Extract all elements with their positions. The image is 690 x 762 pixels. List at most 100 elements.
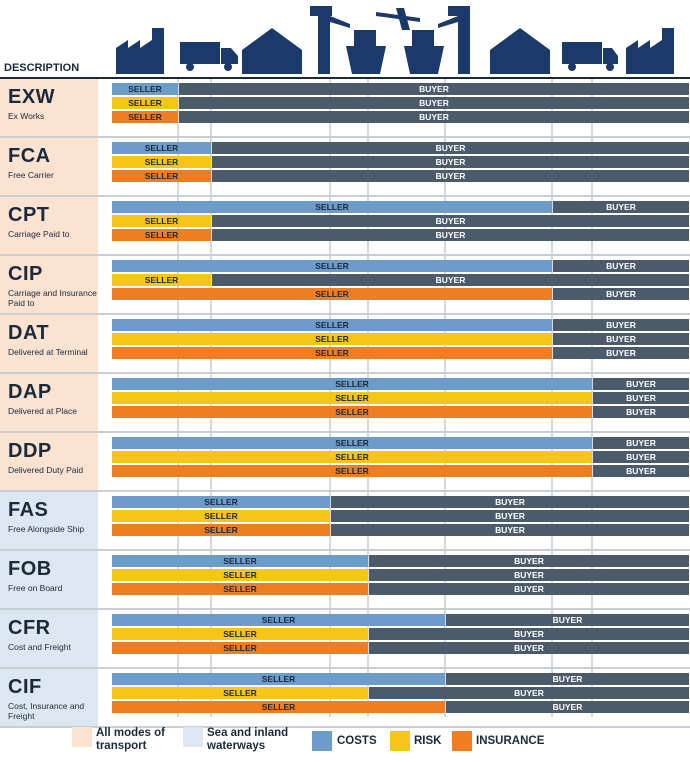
costs-buyer-bar: BUYER (446, 673, 689, 685)
term-name: Delivered at Place (8, 406, 77, 416)
insurance-seller-bar: SELLER (112, 170, 211, 182)
term-description: DDP Delivered Duty Paid (0, 433, 98, 490)
insurance-buyer-bar: BUYER (212, 170, 689, 182)
costs-buyer-bar: BUYER (446, 614, 689, 626)
risk-buyer-bar: BUYER (593, 451, 689, 463)
term-code: EXW (8, 86, 56, 108)
responsibility-bars: SELLER BUYER SELLER BUYER SELLER BUYER (112, 201, 689, 243)
port-crane-icon (438, 6, 470, 74)
costs-buyer-bar: BUYER (179, 83, 689, 95)
term-code: DDP (8, 440, 52, 462)
legend-risk-swatch (390, 731, 410, 751)
term-row-cfr: CFR Cost and Freight SELLER BUYER SELLER BUYE… (0, 610, 690, 669)
insurance-seller-bar: SELLER (112, 465, 592, 477)
term-name: Ex Works (8, 111, 45, 121)
term-code: CPT (8, 204, 50, 226)
costs-buyer-bar: BUYER (553, 201, 689, 213)
term-name: Free Carrier (8, 170, 54, 180)
term-row-ddp: DDP Delivered Duty Paid SELLER BUYER SELLER B… (0, 433, 690, 492)
insurance-seller-bar: SELLER (112, 524, 330, 536)
insurance-buyer-bar: BUYER (212, 229, 689, 241)
insurance-seller-bar: SELLER (112, 583, 368, 595)
term-code: CFR (8, 617, 51, 639)
costs-buyer-bar: BUYER (593, 378, 689, 390)
legend-sea-modes-label: Sea and inland waterways (207, 727, 289, 752)
risk-seller-bar: SELLER (112, 215, 211, 227)
legend-all-modes-label: All modes of transport (96, 727, 166, 752)
risk-seller-bar: SELLER (112, 628, 368, 640)
term-description: DAP Delivered at Place (0, 374, 98, 431)
costs-buyer-bar: BUYER (369, 555, 689, 567)
term-code: FAS (8, 499, 49, 521)
term-name: Carriage Paid to (8, 229, 70, 239)
responsibility-bars: SELLER BUYER SELLER BUYER SELLER BUYER (112, 437, 689, 479)
insurance-seller-bar: SELLER (112, 406, 592, 418)
risk-seller-bar: SELLER (112, 97, 178, 109)
description-header: DESCRIPTION (4, 62, 80, 74)
legend: All modes of transport Sea and inland wa… (0, 722, 690, 762)
term-row-fas: FAS Free Alongside Ship SELLER BUYER SELLER B… (0, 492, 690, 551)
term-code: FCA (8, 145, 51, 167)
term-name: Delivered at Terminal (8, 347, 88, 357)
term-description: FCA Free Carrier (0, 138, 98, 195)
term-name: Free Alongside Ship (8, 524, 85, 534)
insurance-buyer-bar: BUYER (446, 701, 689, 713)
responsibility-bars: SELLER BUYER SELLER BUYER SELLER BUYER (112, 614, 689, 656)
term-code: DAP (8, 381, 52, 403)
insurance-buyer-bar: BUYER (331, 524, 689, 536)
costs-buyer-bar: BUYER (593, 437, 689, 449)
insurance-buyer-bar: BUYER (553, 288, 689, 300)
responsibility-bars: SELLER BUYER SELLER BUYER SELLER BUYER (112, 496, 689, 538)
insurance-buyer-bar: BUYER (179, 111, 689, 123)
risk-buyer-bar: BUYER (593, 392, 689, 404)
insurance-buyer-bar: BUYER (593, 465, 689, 477)
incoterms-table: EXW Ex Works SELLER BUYER SELLER BUYER SELLER B… (0, 79, 690, 728)
transport-chain-illustration (116, 6, 674, 74)
term-name: Cost and Freight (8, 642, 71, 652)
costs-buyer-bar: BUYER (212, 142, 689, 154)
term-description: FAS Free Alongside Ship (0, 492, 98, 549)
term-description: EXW Ex Works (0, 79, 98, 136)
risk-seller-bar: SELLER (112, 510, 330, 522)
legend-insurance-swatch (452, 731, 472, 751)
truck-icon (180, 42, 238, 71)
truck-icon (562, 42, 618, 71)
term-description: CIP Carriage and Insurance Paid to (0, 256, 98, 313)
risk-seller-bar: SELLER (112, 333, 552, 345)
responsibility-bars: SELLER BUYER SELLER BUYER SELLER BUYER (112, 555, 689, 597)
costs-seller-bar: SELLER (112, 437, 592, 449)
responsibility-bars: SELLER BUYER SELLER BUYER SELLER BUYER (112, 142, 689, 184)
term-row-cip: CIP Carriage and Insurance Paid to SELLER B… (0, 256, 690, 315)
risk-seller-bar: SELLER (112, 451, 592, 463)
port-crane-icon (310, 6, 350, 74)
term-description: CIF Cost, Insurance and Freight (0, 669, 98, 726)
risk-buyer-bar: BUYER (331, 510, 689, 522)
responsibility-bars: SELLER BUYER SELLER BUYER SELLER BUYER (112, 83, 689, 125)
legend-costs-label: COSTS (337, 735, 377, 747)
term-code: CIF (8, 676, 42, 698)
term-code: DAT (8, 322, 50, 344)
legend-risk-label: RISK (414, 735, 442, 747)
legend-sea-modes-swatch (183, 727, 203, 747)
insurance-seller-bar: SELLER (112, 642, 368, 654)
costs-seller-bar: SELLER (112, 260, 552, 272)
airplane-icon (376, 8, 420, 30)
insurance-seller-bar: SELLER (112, 701, 445, 713)
factory-icon (626, 28, 674, 74)
warehouse-icon (242, 28, 302, 74)
term-code: CIP (8, 263, 43, 285)
term-row-dat: DAT Delivered at Terminal SELLER BUYER SELLE… (0, 315, 690, 374)
term-description: CFR Cost and Freight (0, 610, 98, 667)
costs-seller-bar: SELLER (112, 614, 445, 626)
term-name: Delivered Duty Paid (8, 465, 84, 475)
responsibility-bars: SELLER BUYER SELLER BUYER SELLER BUYER (112, 319, 689, 361)
risk-seller-bar: SELLER (112, 156, 211, 168)
risk-seller-bar: SELLER (112, 569, 368, 581)
costs-seller-bar: SELLER (112, 496, 330, 508)
risk-buyer-bar: BUYER (212, 274, 689, 286)
costs-seller-bar: SELLER (112, 673, 445, 685)
term-name: Free on Board (8, 583, 63, 593)
risk-buyer-bar: BUYER (369, 687, 689, 699)
costs-seller-bar: SELLER (112, 142, 211, 154)
legend-costs-swatch (312, 731, 332, 751)
